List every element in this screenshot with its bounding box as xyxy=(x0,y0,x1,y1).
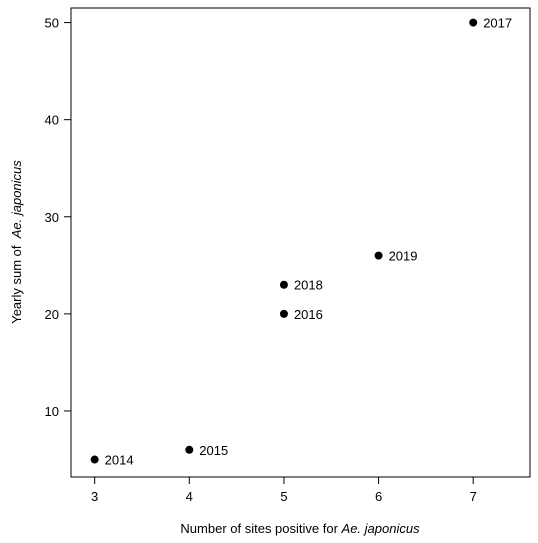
y-tick-label: 20 xyxy=(45,307,59,322)
y-tick-label: 10 xyxy=(45,404,59,419)
data-points: 2014 2015 2016 2017 2018 2019 xyxy=(90,16,512,468)
data-label: 2014 xyxy=(105,453,134,468)
data-point xyxy=(185,445,194,454)
data-label: 2018 xyxy=(294,278,323,293)
data-label: 2015 xyxy=(199,443,228,458)
x-tick-label: 6 xyxy=(375,489,382,504)
x-axis-title-prefix: Number of sites positive for xyxy=(180,521,341,536)
data-point xyxy=(469,18,478,27)
y-axis-title-prefix: Yearly sum of xyxy=(9,238,24,324)
y-tick-label: 30 xyxy=(45,210,59,225)
y-axis-title-species: Ae. japonicus xyxy=(9,160,24,240)
plot-frame xyxy=(70,7,531,478)
x-tick-label: 3 xyxy=(91,489,98,504)
y-axis-title: Yearly sum of Ae. japonicus xyxy=(9,160,24,324)
data-label: 2019 xyxy=(389,249,418,264)
x-axis-title-species: Ae. japonicus xyxy=(341,521,421,536)
x-axis-title: Number of sites positive for Ae. japonic… xyxy=(180,521,420,536)
y-tick-label: 50 xyxy=(45,16,59,31)
data-point xyxy=(279,280,288,289)
x-tick-label: 4 xyxy=(186,489,193,504)
x-tick-label: 7 xyxy=(470,489,477,504)
data-label: 2016 xyxy=(294,307,323,322)
data-point xyxy=(90,455,99,464)
data-point xyxy=(374,251,383,260)
y-tick-label: 40 xyxy=(45,113,59,128)
x-axis: 3 4 5 6 7 xyxy=(91,477,477,504)
x-tick-label: 5 xyxy=(280,489,287,504)
y-axis: 10 20 30 40 50 xyxy=(45,16,71,419)
data-label: 2017 xyxy=(483,16,512,31)
data-point xyxy=(279,309,288,318)
